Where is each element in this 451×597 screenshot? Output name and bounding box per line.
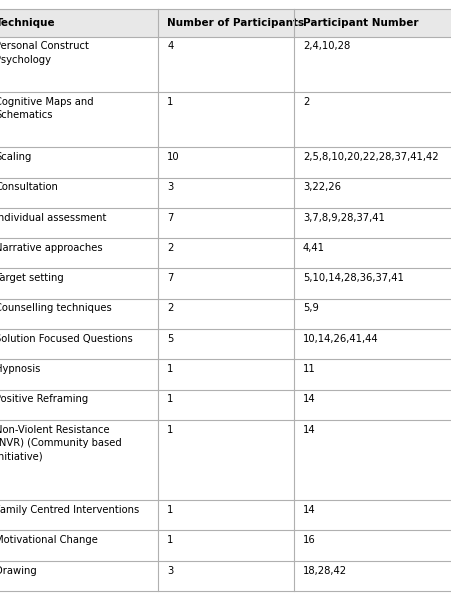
Text: 2: 2 (302, 97, 308, 107)
Text: Hypnosis: Hypnosis (0, 364, 41, 374)
Text: 5,10,14,28,36,37,41: 5,10,14,28,36,37,41 (302, 273, 403, 283)
Text: 1: 1 (167, 97, 173, 107)
Text: 3,7,8,9,28,37,41: 3,7,8,9,28,37,41 (302, 213, 384, 223)
Text: 7: 7 (167, 213, 173, 223)
Text: 14: 14 (302, 395, 315, 404)
Text: 18,28,42: 18,28,42 (302, 565, 346, 576)
Text: 7: 7 (167, 273, 173, 283)
Bar (0, 329, 451, 359)
Bar (0, 208, 451, 238)
Bar (0, 269, 451, 298)
Bar (0, 531, 451, 561)
Text: 4,41: 4,41 (302, 243, 324, 253)
Text: 3: 3 (167, 565, 173, 576)
Text: 2,5,8,10,20,22,28,37,41,42: 2,5,8,10,20,22,28,37,41,42 (302, 152, 437, 162)
Text: 16: 16 (302, 536, 315, 545)
Bar (0, 390, 451, 420)
Text: Target setting: Target setting (0, 273, 64, 283)
Text: Cognitive Maps and
Schematics: Cognitive Maps and Schematics (0, 97, 94, 120)
Text: Positive Reframing: Positive Reframing (0, 395, 88, 404)
Bar (0, 147, 451, 177)
Text: 3: 3 (167, 182, 173, 192)
Text: 2: 2 (167, 303, 173, 313)
Text: 2,4,10,28: 2,4,10,28 (302, 41, 350, 51)
Text: 1: 1 (167, 505, 173, 515)
Bar (0, 238, 451, 269)
Text: 14: 14 (302, 505, 315, 515)
Bar (0, 420, 451, 500)
Text: Participant Number: Participant Number (302, 18, 418, 28)
Text: 2: 2 (167, 243, 173, 253)
Text: 1: 1 (167, 536, 173, 545)
Text: Number of Participants: Number of Participants (167, 18, 304, 28)
Text: 1: 1 (167, 395, 173, 404)
Bar (0, 177, 451, 208)
Text: Individual assessment: Individual assessment (0, 213, 106, 223)
Text: Solution Focused Questions: Solution Focused Questions (0, 334, 133, 344)
Text: 4: 4 (167, 41, 173, 51)
Text: Family Centred Interventions: Family Centred Interventions (0, 505, 139, 515)
Bar (0, 298, 451, 329)
Bar (0, 9, 451, 36)
Text: 3,22,26: 3,22,26 (302, 182, 340, 192)
Text: 10,14,26,41,44: 10,14,26,41,44 (302, 334, 377, 344)
Bar (0, 92, 451, 147)
Text: 1: 1 (167, 364, 173, 374)
Text: 11: 11 (302, 364, 315, 374)
Text: Counselling techniques: Counselling techniques (0, 303, 112, 313)
Bar (0, 359, 451, 390)
Text: Motivational Change: Motivational Change (0, 536, 98, 545)
Text: Scaling: Scaling (0, 152, 32, 162)
Text: Personal Construct
Psychology: Personal Construct Psychology (0, 41, 89, 64)
Text: 1: 1 (167, 424, 173, 435)
Text: Narrative approaches: Narrative approaches (0, 243, 103, 253)
Text: 5: 5 (167, 334, 173, 344)
Text: 14: 14 (302, 424, 315, 435)
Text: Consultation: Consultation (0, 182, 58, 192)
Bar (0, 561, 451, 591)
Text: Non-Violent Resistance
(NVR) (Community based
Initiative): Non-Violent Resistance (NVR) (Community … (0, 424, 122, 461)
Text: 5,9: 5,9 (302, 303, 318, 313)
Text: Drawing: Drawing (0, 565, 37, 576)
Bar (0, 500, 451, 531)
Text: 10: 10 (167, 152, 179, 162)
Bar (0, 36, 451, 92)
Text: Technique: Technique (0, 18, 55, 28)
